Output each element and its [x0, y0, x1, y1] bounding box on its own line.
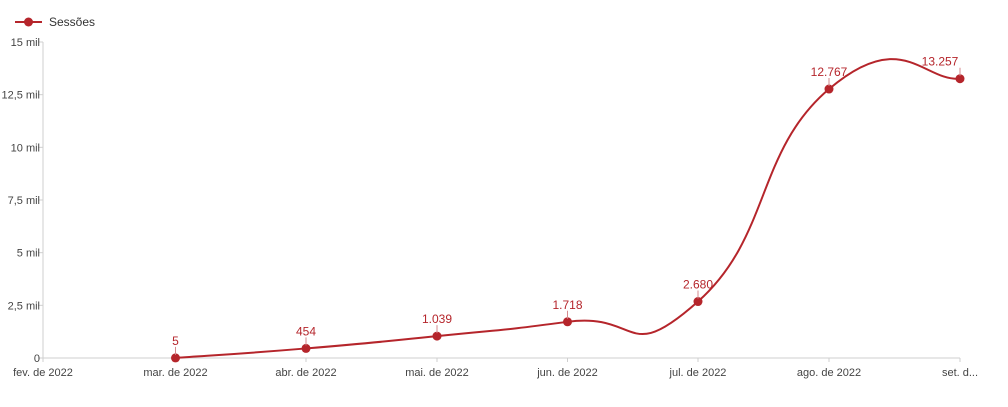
legend-marker-swatch [24, 17, 33, 27]
y-tick-label: 15 mil [11, 37, 40, 49]
x-tick-label: mar. de 2022 [143, 367, 207, 379]
data-point[interactable] [955, 74, 965, 84]
data-point[interactable] [693, 297, 703, 307]
data-label: 5 [172, 334, 179, 348]
y-tick-label: 10 mil [11, 142, 40, 154]
y-axis-ticks: 0 2,5 mil 5 mil 7,5 mil 10 mil 12,5 mil 15 mil [1, 37, 43, 365]
x-axis-ticks: fev. de 2022 mar. de 2022 abr. de 2022 mai.… [13, 358, 978, 379]
data-points [171, 74, 965, 363]
y-tick-label: 2,5 mil [8, 300, 40, 312]
y-tick-label: 7,5 mil [8, 195, 40, 207]
data-point[interactable] [432, 331, 442, 341]
data-label: 12.767 [811, 65, 848, 79]
x-tick-label: mai. de 2022 [405, 367, 469, 379]
data-point[interactable] [563, 317, 572, 327]
y-tick-label: 12,5 mil [1, 90, 40, 102]
y-tick-label: 0 [34, 353, 40, 365]
data-point[interactable] [301, 343, 311, 353]
data-label: 1.039 [422, 312, 452, 326]
data-label: 2.680 [683, 278, 713, 292]
data-labels: 5 454 1.039 1.718 2.680 12.767 13.257 [172, 55, 961, 355]
chart-legend[interactable]: Sessões [15, 15, 95, 29]
data-point[interactable] [824, 84, 834, 94]
x-tick-label: jun. de 2022 [536, 367, 598, 379]
x-tick-label: fev. de 2022 [13, 367, 73, 379]
x-tick-label: jul. de 2022 [669, 367, 727, 379]
x-tick-label: abr. de 2022 [275, 367, 336, 379]
x-tick-label: ago. de 2022 [797, 367, 861, 379]
data-point[interactable] [171, 353, 180, 363]
y-tick-label: 5 mil [17, 248, 40, 260]
data-label: 454 [296, 324, 316, 338]
data-label: 1.718 [552, 298, 582, 312]
x-tick-label: set. d... [942, 367, 978, 379]
axes [42, 42, 960, 359]
data-label: 13.257 [922, 55, 959, 69]
legend-label-sessoes: Sessões [49, 15, 95, 29]
